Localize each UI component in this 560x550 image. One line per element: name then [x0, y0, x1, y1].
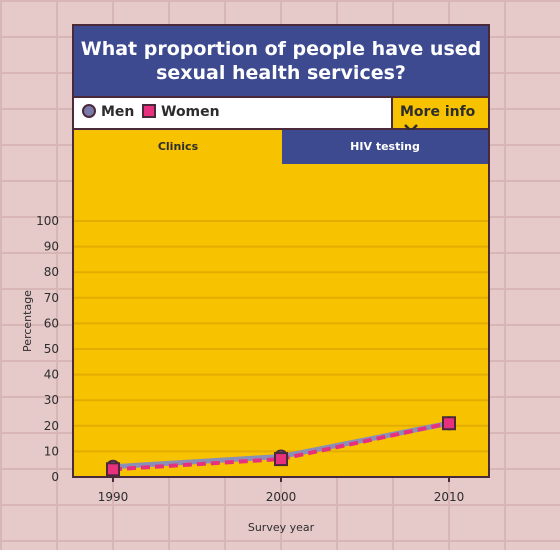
x-tick-label: 2000: [266, 490, 297, 504]
y-axis-label: Percentage: [21, 290, 34, 352]
y-tick-label: 40: [44, 368, 59, 382]
women-point: [442, 416, 456, 431]
y-tick-label: 60: [44, 316, 59, 330]
tab-clinics[interactable]: Clinics: [74, 130, 282, 164]
y-tick-label: 90: [44, 240, 59, 254]
women-square-icon: [142, 104, 156, 118]
y-tick-label: 10: [44, 444, 59, 458]
y-tick-label: 80: [44, 265, 59, 279]
legend-bar: Men Women More info: [74, 96, 488, 133]
series-markers: [106, 416, 456, 477]
y-tick-labels: 0 10 20 30 40 50 60 70 80 90 100: [36, 214, 59, 484]
women-point: [106, 462, 120, 477]
x-tick-label: 1990: [98, 490, 129, 504]
title-line-2: sexual health services?: [156, 62, 406, 84]
legend-women[interactable]: Women: [142, 104, 220, 120]
men-circle-icon: [82, 104, 96, 118]
chart-header: What proportion of people have used sexu…: [74, 26, 488, 96]
y-tick-label: 0: [51, 470, 59, 484]
more-info-label: More info: [400, 104, 476, 120]
y-tick-label: 50: [44, 342, 59, 356]
tab-hiv-testing[interactable]: HIV testing: [282, 130, 488, 164]
more-info-button[interactable]: More info: [391, 98, 488, 133]
x-tick-labels: 1990 2000 2010: [98, 477, 465, 504]
chart-card: What proportion of people have used sexu…: [72, 24, 490, 478]
grid-lines: [74, 220, 488, 453]
x-axis-label: Survey year: [248, 521, 315, 534]
x-tick-label: 2010: [434, 490, 465, 504]
legend-women-label: Women: [161, 104, 220, 120]
y-tick-label: 70: [44, 291, 59, 305]
title-line-1: What proportion of people have used: [80, 38, 482, 60]
women-point: [274, 452, 288, 467]
y-tick-label: 100: [36, 214, 59, 228]
legend-men-label: Men: [101, 104, 135, 120]
y-tick-label: 20: [44, 419, 59, 433]
y-tick-label: 30: [44, 393, 59, 407]
legend-men[interactable]: Men: [82, 104, 134, 120]
